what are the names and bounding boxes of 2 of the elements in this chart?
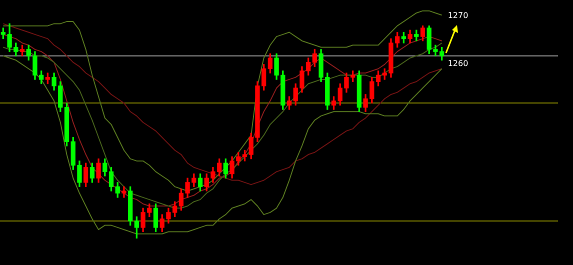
text: 1260 [448, 58, 468, 68]
text: 1270 [448, 10, 468, 20]
